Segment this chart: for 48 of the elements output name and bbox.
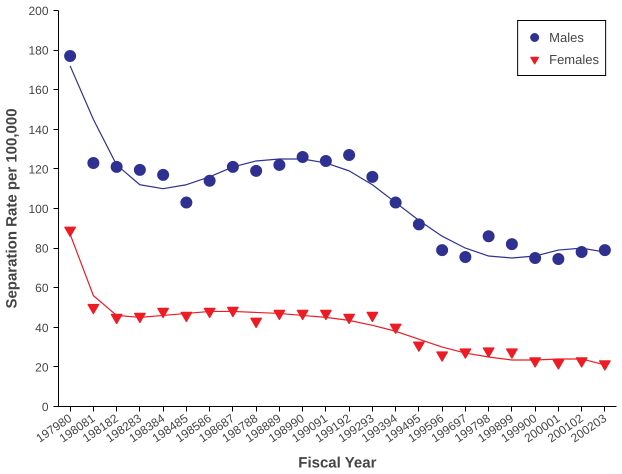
point [320,310,332,320]
point [436,244,448,256]
point [552,359,564,370]
point [552,253,564,265]
point [482,230,495,242]
point [87,156,100,169]
legend-label: Males [549,30,584,44]
point [64,50,76,62]
point [134,164,146,176]
point [598,244,611,256]
y-tick-label: 80 [35,242,49,256]
y-tick-label: 180 [28,44,49,58]
point [412,218,425,230]
point [459,251,472,263]
y-tick-label: 60 [35,281,49,296]
y-tick-label: 200 [28,4,49,18]
y-tick-label: 160 [28,83,49,98]
point [343,314,356,324]
point [436,351,448,362]
point [296,151,309,164]
y-axis-title: Separation Rate per 100,000 [3,108,20,309]
y-tick-label: 40 [35,320,49,335]
point [157,168,170,181]
point [366,170,378,183]
point [343,149,356,162]
y-tick-label: 140 [28,122,49,137]
point [157,308,170,318]
point [390,324,402,334]
point [180,196,192,209]
y-tick-label: 0 [42,400,49,414]
point [576,246,588,258]
point [110,314,123,324]
x-axis-title: Fiscal Year [298,454,377,472]
y-tick-label: 120 [28,162,49,176]
point [250,164,262,177]
legend-label: Females [549,52,599,66]
point [506,348,518,359]
point [250,318,262,328]
point [506,238,518,250]
y-tick-label: 100 [28,202,49,216]
point [366,312,378,322]
point [64,226,76,238]
y-tick-label: 20 [35,360,49,374]
point [412,341,425,352]
point [482,347,495,358]
point [273,158,286,171]
point [204,174,216,187]
point [87,304,100,314]
